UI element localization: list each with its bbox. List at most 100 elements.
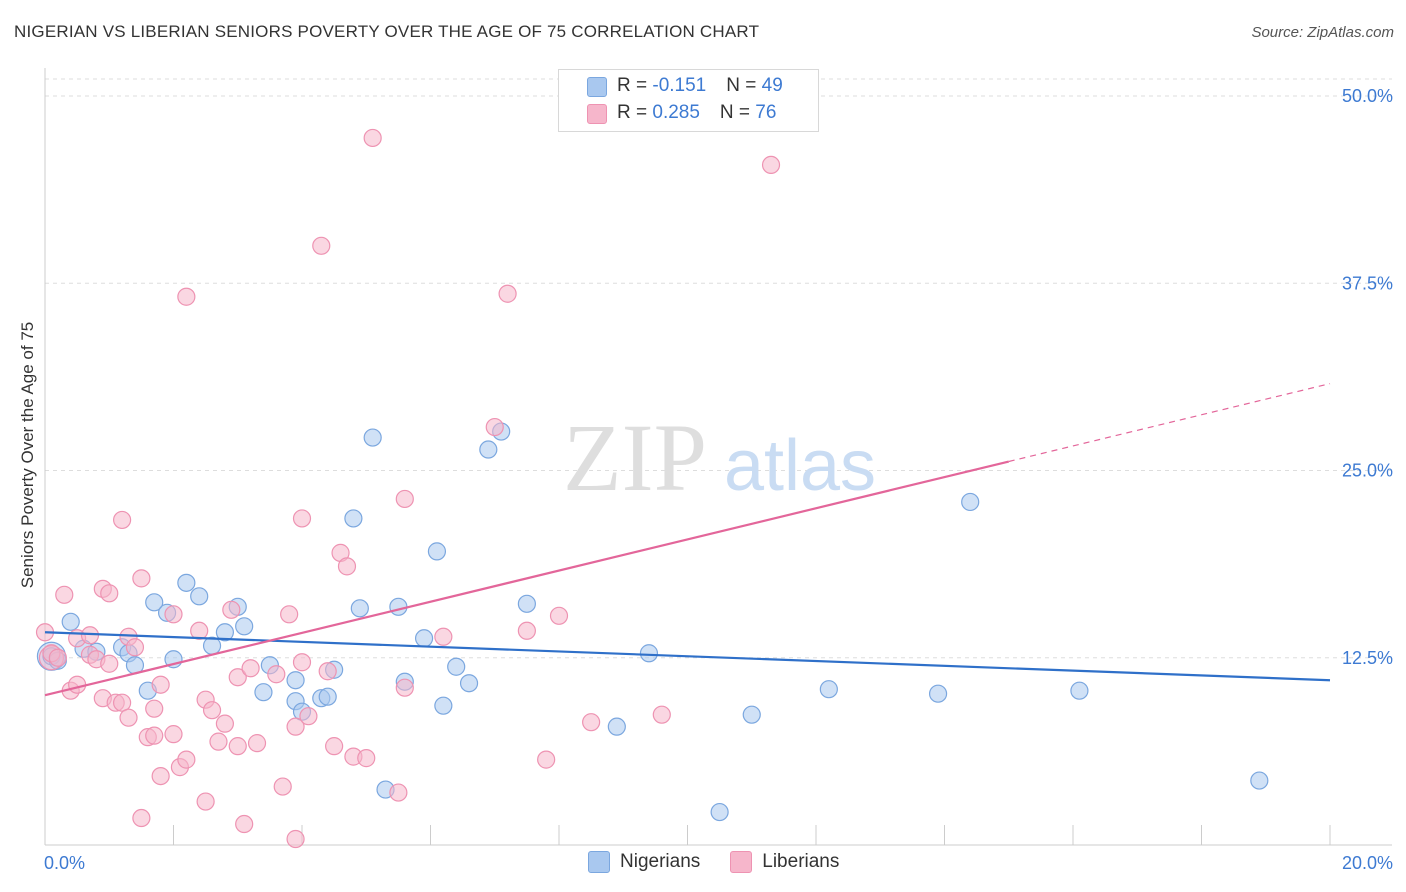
watermark: ZIP atlas (563, 404, 876, 511)
stats-box: R = -0.151 N = 49 R = 0.285 N = 76 (558, 69, 819, 132)
liberians-point (761, 155, 781, 175)
nigerians-point (177, 573, 196, 592)
n-label: N = (726, 75, 762, 96)
nigerians-point (639, 644, 659, 663)
nigerians-point (254, 683, 273, 702)
nigerians-point (145, 593, 164, 612)
liberians-point (357, 749, 376, 768)
nigerians-point (1250, 771, 1269, 790)
r-value-nigerians: -0.151 (652, 75, 707, 96)
nigerians-point (742, 705, 761, 724)
liberians-point (286, 829, 305, 849)
nigerians-point (350, 599, 369, 618)
r-label: R = (617, 75, 653, 96)
liberians-point (145, 726, 164, 745)
liberians-point (247, 734, 267, 753)
liberians-point (100, 584, 119, 603)
liberians-point (537, 750, 556, 769)
nigerians-point (363, 428, 382, 447)
chart-title: NIGERIAN VS LIBERIAN SENIORS POVERTY OVE… (14, 22, 760, 41)
nigerians-point (215, 623, 234, 642)
nigerians-point (389, 597, 408, 616)
nigerians-point (459, 674, 479, 693)
liberians-point (325, 737, 344, 756)
tick-labels: 12.5% 25.0% 37.5% 50.0% 0.0% 20.0% (44, 86, 1393, 873)
liberians-swatch (587, 104, 607, 124)
liberians-point (55, 585, 74, 604)
liberians-point (389, 783, 408, 802)
x-tick-label: 20.0% (1342, 853, 1393, 873)
x-tick-label: 0.0% (44, 853, 85, 873)
liberians-point (582, 713, 601, 732)
liberians-point (235, 814, 254, 834)
liberians-point (196, 792, 215, 811)
n-value-nigerians: 49 (761, 75, 783, 96)
liberians-point (151, 766, 170, 786)
liberians-point (100, 654, 119, 673)
liberians-point (190, 621, 209, 640)
liberians-point (517, 621, 536, 640)
liberians-point (112, 693, 132, 712)
liberians-points (35, 128, 781, 849)
liberians-point (112, 510, 132, 530)
r-value-liberians: 0.285 (652, 102, 700, 123)
liberians-point (241, 659, 260, 678)
nigerians-point (414, 629, 434, 648)
liberians-point (498, 284, 517, 303)
chart-source: Source: ZipAtlas.com (1251, 24, 1394, 41)
y-tick-label: 50.0% (1342, 86, 1393, 106)
n-label: N = (719, 102, 756, 123)
liberians-point (292, 653, 312, 672)
nigerians-swatch (587, 77, 607, 97)
n-value-liberians: 76 (755, 102, 777, 123)
liberians-point (222, 600, 241, 619)
legend-label-nigerians: Nigerians (620, 851, 701, 872)
liberians-point (273, 777, 292, 796)
axes (44, 68, 1392, 846)
liberians-point (299, 707, 318, 726)
liberians-point (215, 714, 234, 733)
liberians-point (132, 808, 151, 828)
nigerians-point (434, 696, 453, 715)
liberians-point (395, 678, 414, 697)
liberians-point (177, 287, 196, 306)
nigerians-point (517, 594, 536, 613)
liberians-trend-line (44, 460, 1010, 697)
liberians-point (280, 605, 299, 624)
liberians-point (164, 605, 183, 624)
liberians-point (228, 668, 247, 687)
nigerians-point (61, 612, 80, 631)
nigerians-point (235, 617, 254, 636)
nigerians-point (190, 587, 209, 606)
liberians-trend-extension (1008, 383, 1331, 463)
liberians-point (652, 705, 671, 724)
legend: Nigerians Liberians (588, 851, 869, 873)
liberians-point (209, 732, 228, 751)
legend-item-liberians[interactable]: Liberians (730, 851, 839, 873)
legend-swatch-liberians (730, 851, 753, 873)
liberians-point (312, 236, 331, 255)
liberians-point (202, 701, 222, 720)
y-tick-label: 12.5% (1342, 648, 1393, 668)
nigerians-point (344, 509, 363, 528)
y-tick-label: 37.5% (1342, 273, 1393, 293)
liberians-point (434, 627, 453, 646)
nigerians-point (286, 671, 305, 690)
liberians-point (68, 675, 87, 694)
liberians-point (286, 717, 305, 736)
liberians-point (145, 699, 164, 718)
liberians-point (292, 509, 312, 528)
liberians-point (337, 557, 357, 576)
grid-lines (45, 78, 1392, 659)
legend-item-nigerians[interactable]: Nigerians (588, 851, 700, 873)
nigerians-point (819, 680, 838, 699)
nigerians-point (479, 440, 498, 459)
legend-swatch-nigerians (588, 851, 610, 873)
liberians-point (48, 648, 67, 667)
liberians-point (485, 417, 504, 437)
liberians-point (151, 675, 170, 694)
liberians-point (228, 737, 247, 756)
liberians-point (119, 708, 138, 727)
nigerians-point (710, 802, 729, 822)
